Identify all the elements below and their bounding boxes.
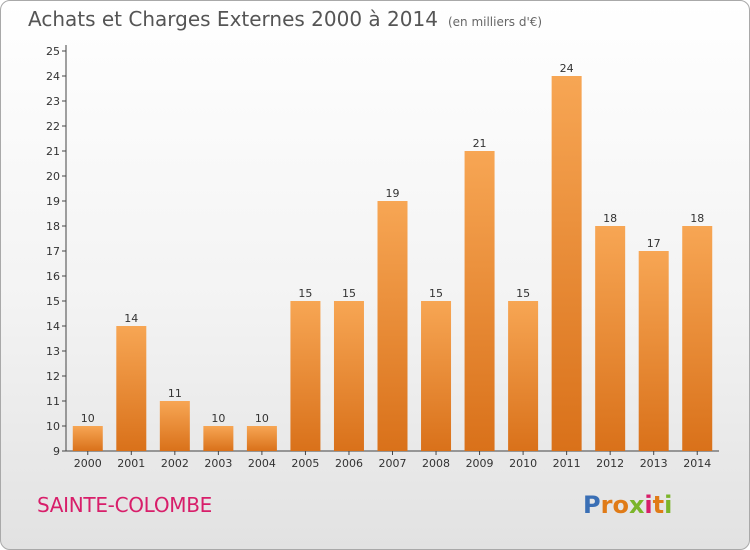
x-tick-label: 2001 [117, 457, 145, 470]
data-label: 10 [81, 412, 95, 425]
x-tick-label: 2005 [291, 457, 319, 470]
logo-letter: P [583, 491, 601, 519]
x-tick-label: 2013 [640, 457, 668, 470]
data-label: 18 [603, 212, 617, 225]
title-unit: (en milliers d'€) [447, 15, 543, 29]
y-tick-label: 15 [46, 295, 60, 308]
bar-2011 [551, 76, 582, 451]
data-label: 14 [124, 312, 138, 325]
proxiti-logo: Proxiti [583, 491, 672, 519]
y-tick-label: 14 [46, 320, 60, 333]
logo-letter: o [612, 491, 629, 519]
data-label: 11 [168, 387, 182, 400]
y-tick-label: 22 [46, 120, 60, 133]
commune-name: SAINTE-COLOMBE [37, 493, 212, 517]
x-tick-label: 2006 [335, 457, 363, 470]
y-tick-label: 25 [46, 45, 60, 58]
y-tick-label: 24 [46, 70, 60, 83]
bar-2000 [72, 426, 103, 451]
bar-2007 [377, 201, 408, 451]
y-tick-label: 16 [46, 270, 60, 283]
bar-2001 [116, 326, 147, 451]
logo-letter: x [628, 491, 645, 519]
bar-2009 [464, 151, 495, 451]
y-tick-label: 19 [46, 195, 60, 208]
x-tick-label: 2009 [466, 457, 494, 470]
data-label: 15 [298, 287, 312, 300]
data-label: 10 [255, 412, 269, 425]
data-label: 19 [386, 187, 400, 200]
data-label: 17 [647, 237, 661, 250]
chart-title: Achats et Charges Externes 2000 à 2014 (e… [28, 7, 542, 31]
bar-2005 [290, 301, 321, 451]
data-label: 15 [516, 287, 530, 300]
bar-2013 [638, 251, 669, 451]
bar-2012 [595, 226, 626, 451]
bar-2002 [159, 401, 190, 451]
x-tick-label: 2010 [509, 457, 537, 470]
logo-letter: r [600, 491, 613, 519]
y-tick-label: 10 [46, 420, 60, 433]
y-tick-label: 23 [46, 95, 60, 108]
x-tick-label: 2004 [248, 457, 276, 470]
bar-2003 [203, 426, 234, 451]
x-tick-label: 2012 [596, 457, 624, 470]
data-label: 18 [690, 212, 704, 225]
data-label: 21 [473, 137, 487, 150]
x-tick-label: 2000 [74, 457, 102, 470]
logo-letter: t [652, 491, 665, 519]
x-tick-label: 2007 [379, 457, 407, 470]
x-tick-label: 2011 [553, 457, 581, 470]
data-label: 24 [560, 62, 574, 75]
bar-2004 [246, 426, 277, 451]
x-tick-label: 2008 [422, 457, 450, 470]
y-tick-label: 9 [53, 445, 60, 458]
bar-2010 [508, 301, 539, 451]
bar-2008 [421, 301, 452, 451]
data-label: 10 [211, 412, 225, 425]
y-tick-label: 11 [46, 395, 60, 408]
x-tick-label: 2003 [204, 457, 232, 470]
data-label: 15 [342, 287, 356, 300]
y-tick-label: 13 [46, 345, 60, 358]
y-tick-label: 20 [46, 170, 60, 183]
bar-2006 [333, 301, 364, 451]
data-label: 15 [429, 287, 443, 300]
y-tick-label: 18 [46, 220, 60, 233]
y-tick-label: 21 [46, 145, 60, 158]
y-tick-label: 17 [46, 245, 60, 258]
x-tick-label: 2014 [683, 457, 711, 470]
bar-2014 [682, 226, 713, 451]
logo-letter: i [644, 491, 653, 519]
logo-letter: i [664, 491, 673, 519]
y-tick-label: 12 [46, 370, 60, 383]
x-tick-label: 2002 [161, 457, 189, 470]
title-text: Achats et Charges Externes 2000 à 2014 [28, 7, 438, 31]
